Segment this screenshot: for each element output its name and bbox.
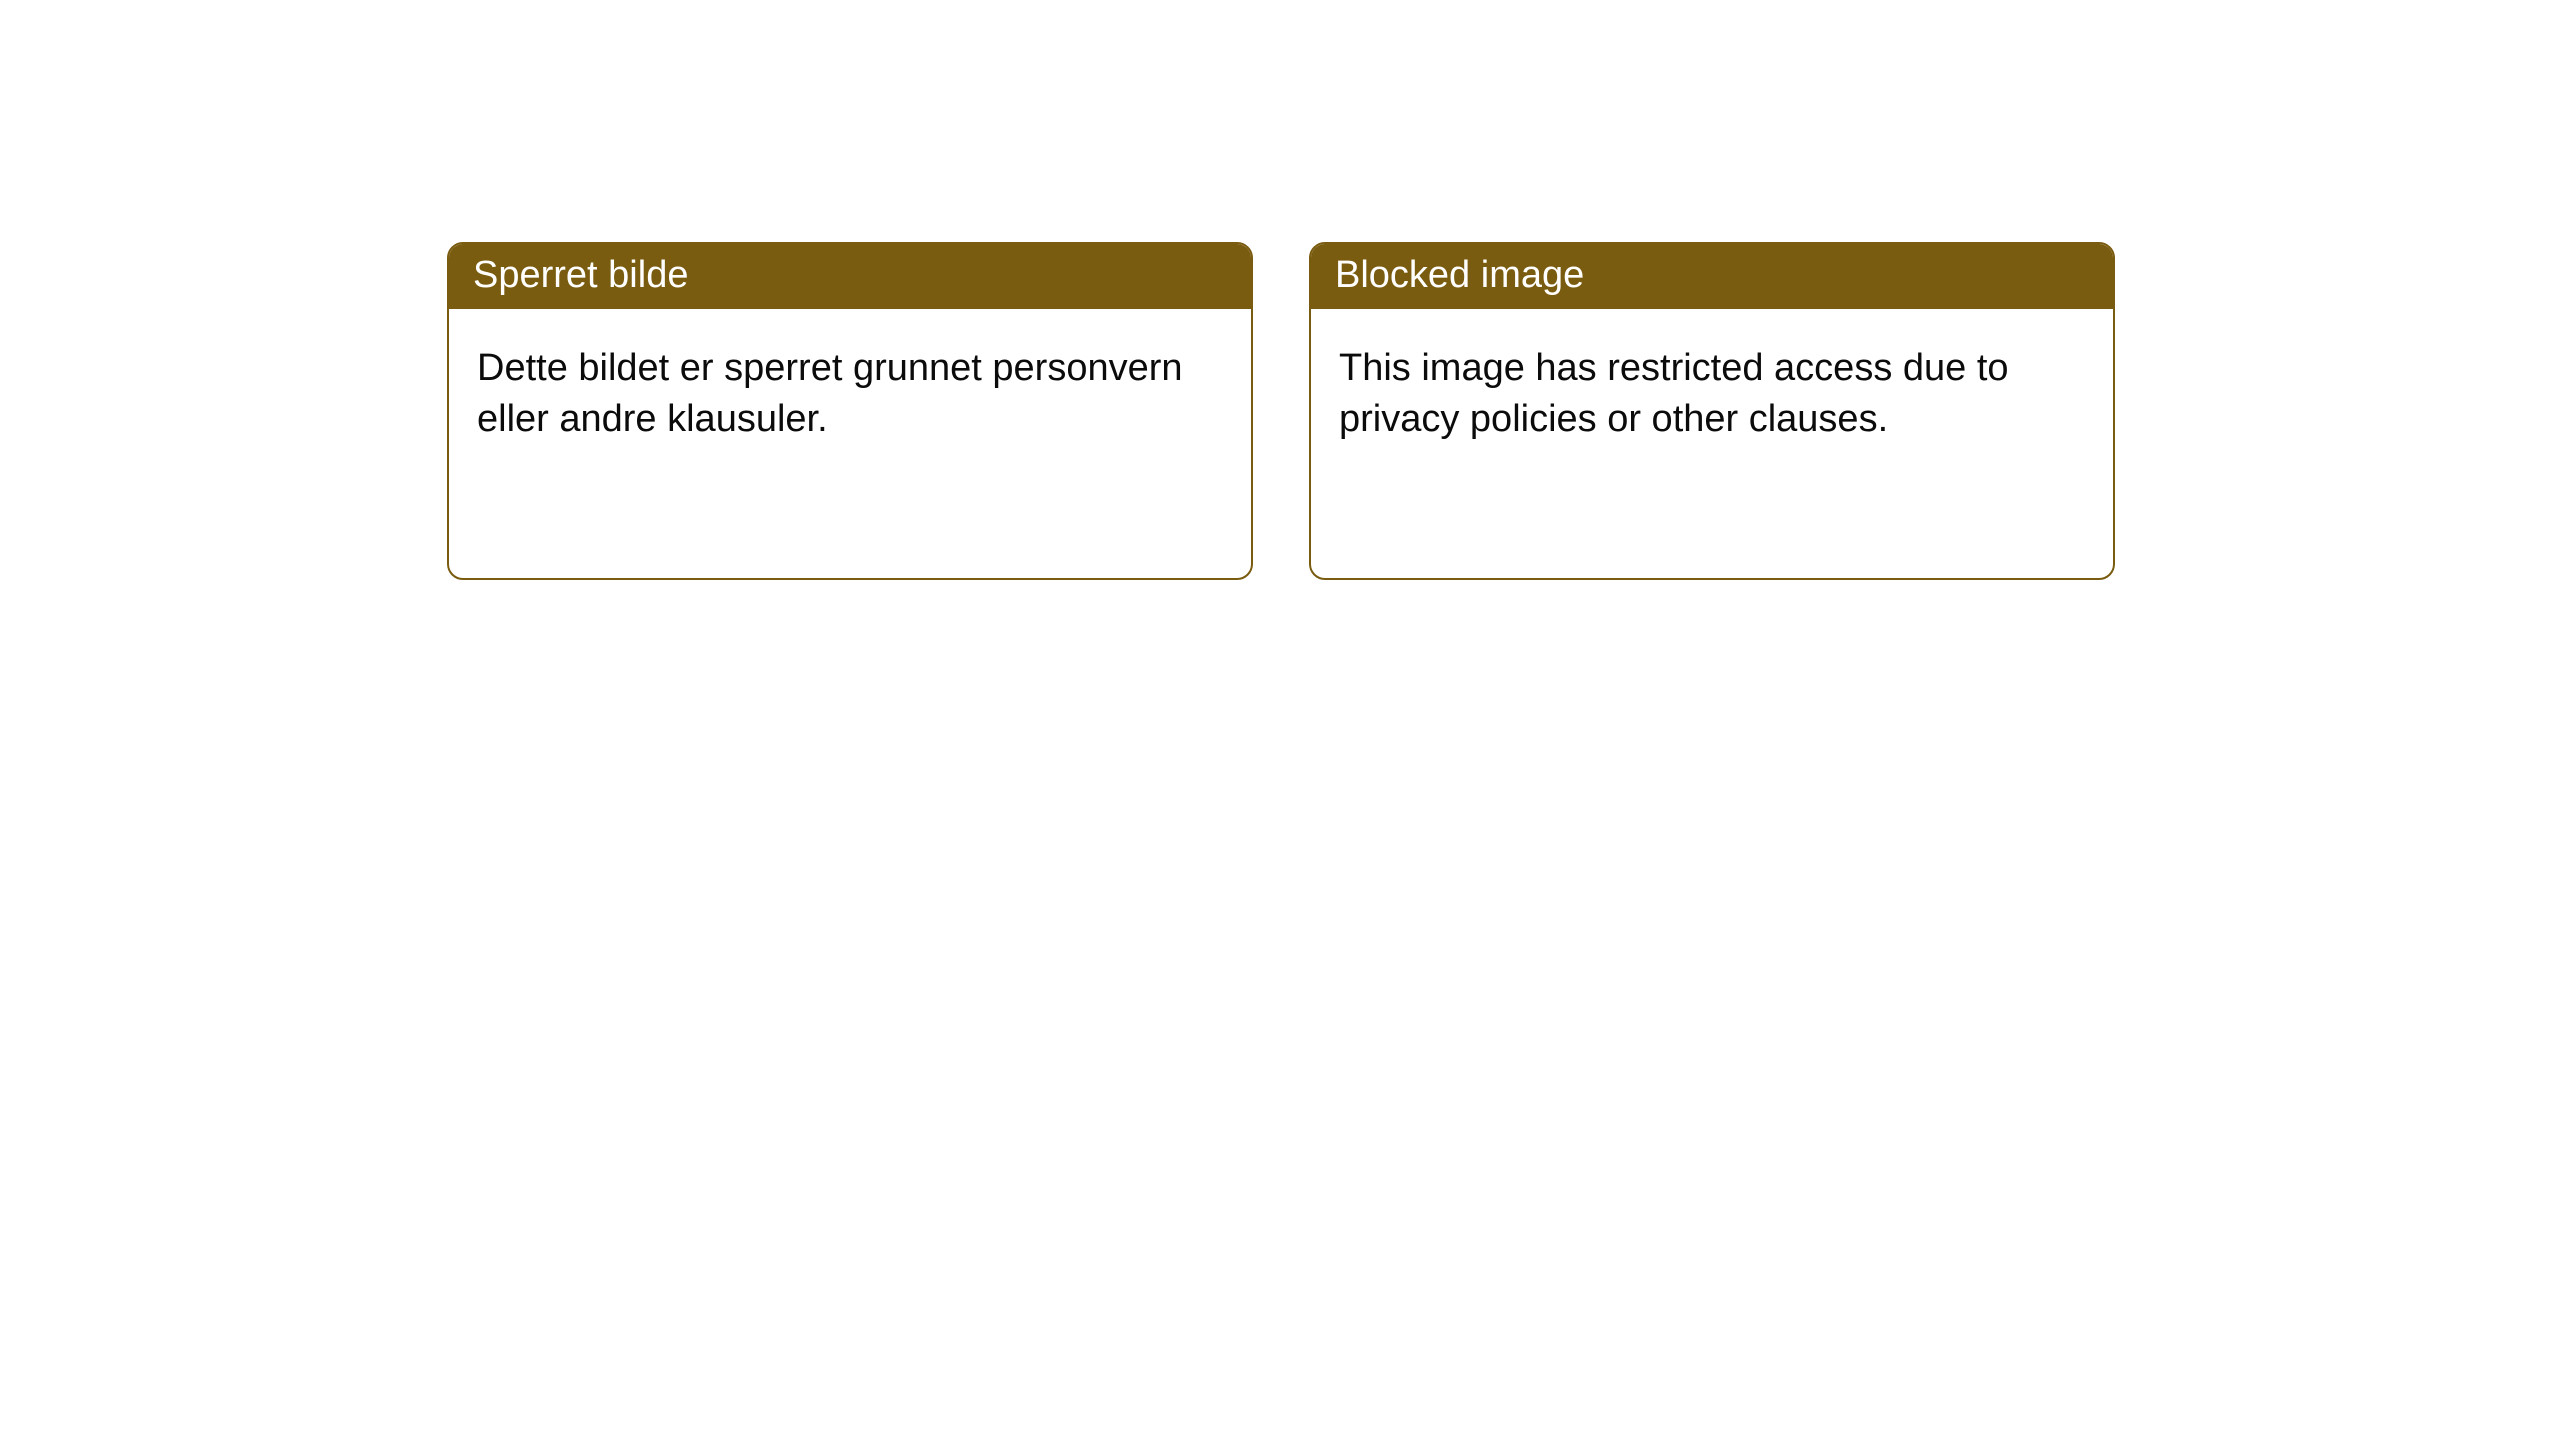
card-body-text: This image has restricted access due to … xyxy=(1339,347,2009,440)
card-body: This image has restricted access due to … xyxy=(1311,309,2113,480)
card-body-text: Dette bildet er sperret grunnet personve… xyxy=(477,347,1183,440)
notice-card-english: Blocked image This image has restricted … xyxy=(1309,242,2115,580)
card-header: Blocked image xyxy=(1311,244,2113,309)
notice-card-norwegian: Sperret bilde Dette bildet er sperret gr… xyxy=(447,242,1253,580)
card-title: Sperret bilde xyxy=(473,254,688,296)
card-body: Dette bildet er sperret grunnet personve… xyxy=(449,309,1251,480)
notice-container: Sperret bilde Dette bildet er sperret gr… xyxy=(447,242,2115,580)
card-title: Blocked image xyxy=(1335,254,1584,296)
card-header: Sperret bilde xyxy=(449,244,1251,309)
